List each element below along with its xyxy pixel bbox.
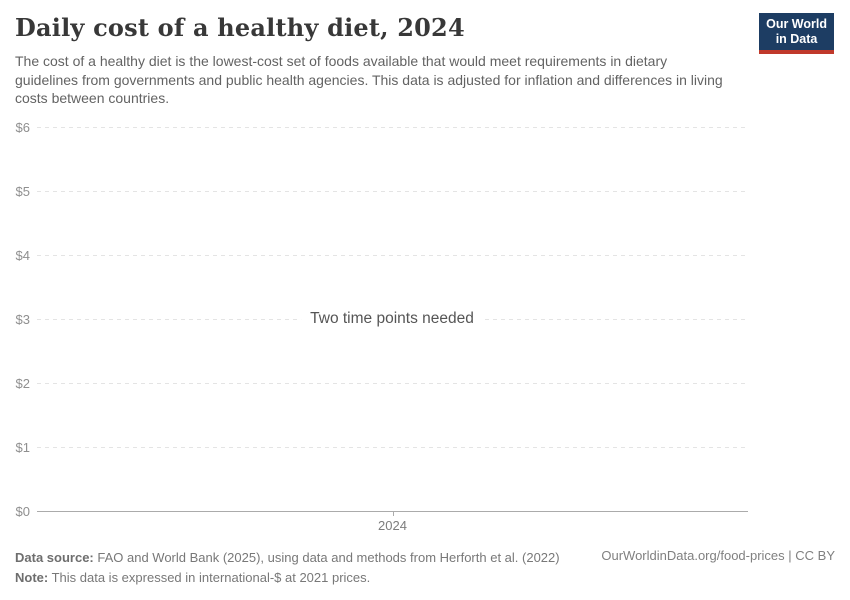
data-source-text: FAO and World Bank (2025), using data an… [93,550,560,565]
owid-logo-line2: in Data [775,32,818,46]
gridline [37,127,748,128]
note-label: Note: [15,570,49,585]
owid-logo-line1: Our World [766,17,827,31]
data-source-line: Data source: FAO and World Bank (2025), … [15,548,615,568]
note-text: This data is expressed in international-… [48,570,371,585]
y-axis-tick-label: $5 [15,184,30,199]
y-axis-tick-label: $2 [15,376,30,391]
y-axis-tick-label: $0 [15,504,30,519]
chart-subtitle: The cost of a healthy diet is the lowest… [15,53,723,106]
y-axis-tick-label: $1 [15,440,30,455]
gridline [37,255,748,256]
x-axis-tick-label: 2024 [378,518,407,533]
owid-logo[interactable]: Our World in Data [759,13,834,54]
y-axis-tick-label: $3 [15,312,30,327]
y-axis-tick-label: $4 [15,248,30,263]
owid-citation-link[interactable]: OurWorldinData.org/food-prices | CC BY [601,548,835,563]
x-axis-tick-mark [392,511,394,516]
empty-state-message: Two time points needed [301,308,483,330]
gridline [37,383,748,384]
chart-title: Daily cost of a healthy diet, 2024 [15,13,465,42]
data-source-label: Data source: [15,550,94,565]
chart-footer: Data source: FAO and World Bank (2025), … [15,548,615,588]
y-axis-tick-label: $6 [15,120,30,135]
gridline [37,191,748,192]
gridline [37,447,748,448]
note-line: Note: This data is expressed in internat… [15,568,615,588]
